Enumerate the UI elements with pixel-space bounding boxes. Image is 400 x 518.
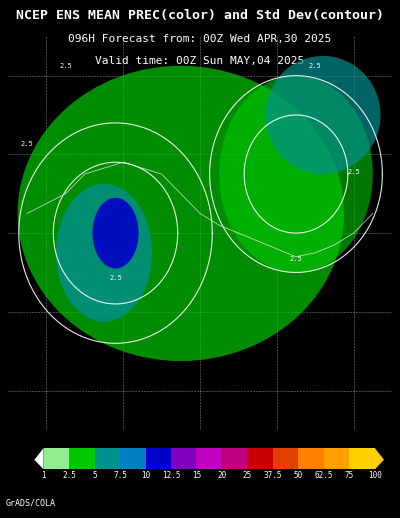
Bar [196,448,222,469]
Bar [120,448,146,469]
Text: 37.5: 37.5 [264,471,282,480]
Text: 2.5: 2.5 [347,169,360,175]
Text: 20: 20 [217,471,226,480]
Text: 2.5: 2.5 [59,63,72,69]
Ellipse shape [92,198,138,268]
Ellipse shape [18,66,344,361]
Text: 75: 75 [345,471,354,480]
Text: 096H Forecast from: 00Z Wed APR,30 2025: 096H Forecast from: 00Z Wed APR,30 2025 [68,34,332,44]
Text: 25: 25 [243,471,252,480]
Text: 1: 1 [41,471,46,480]
Text: 7.5: 7.5 [113,471,127,480]
Text: 2.5: 2.5 [109,276,122,281]
Text: 50: 50 [294,471,303,480]
Bar [248,448,273,469]
Text: 2.5: 2.5 [21,141,34,148]
Text: 100: 100 [368,471,382,480]
Ellipse shape [56,184,152,322]
Bar [324,448,349,469]
Bar [273,448,298,469]
Text: 12.5: 12.5 [162,471,180,480]
Bar [94,448,120,469]
Text: 15: 15 [192,471,201,480]
Text: 10: 10 [141,471,150,480]
Polygon shape [34,448,44,469]
Bar [44,448,69,469]
Polygon shape [375,448,384,469]
Ellipse shape [265,56,380,174]
Text: GrADS/COLA: GrADS/COLA [6,499,56,508]
Bar [298,448,324,469]
Text: NCEP ENS MEAN PREC(color) and Std Dev(contour): NCEP ENS MEAN PREC(color) and Std Dev(co… [16,9,384,22]
Text: 2.5: 2.5 [290,256,302,262]
Bar [171,448,196,469]
Bar [222,448,248,469]
Text: 5: 5 [92,471,97,480]
Ellipse shape [219,76,373,272]
Text: 2.5: 2.5 [62,471,76,480]
Bar [146,448,171,469]
Text: 2.5: 2.5 [309,63,322,69]
Bar [349,448,375,469]
Text: 62.5: 62.5 [314,471,333,480]
Text: Valid time: 00Z Sun MAY,04 2025: Valid time: 00Z Sun MAY,04 2025 [95,56,305,66]
Bar [69,448,94,469]
